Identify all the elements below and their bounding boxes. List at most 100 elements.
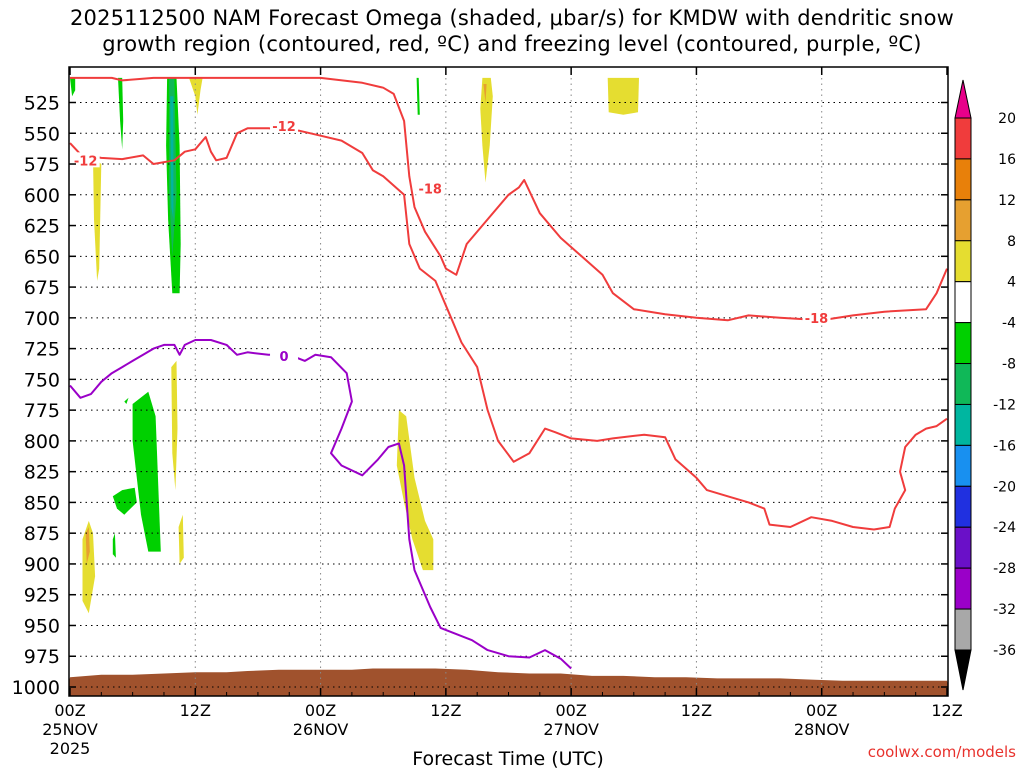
contour-label-bg <box>270 117 299 133</box>
colorbar: 20 16 12 8 4 -4 -8 -12 -16 -20 -24 -28 -32 -36 <box>954 79 1016 691</box>
colorbar-label: -36 <box>993 643 1016 659</box>
chart-title-line2: growth region (contoured, red, ºC) and f… <box>102 32 922 56</box>
omega-region-6 <box>112 533 116 558</box>
omega-region-11 <box>170 96 174 220</box>
colorbar-label: -20 <box>993 479 1016 495</box>
omega-region-17 <box>480 77 493 183</box>
contour-label-dgz_minus18: -18 <box>805 312 829 327</box>
colorbar-swatch <box>954 485 972 528</box>
contour-label-bg <box>270 347 299 363</box>
omega-region-2 <box>93 157 102 281</box>
omega-region-7 <box>171 360 178 491</box>
colorbar-swatch <box>954 240 972 283</box>
contour-layer <box>69 76 948 670</box>
y-tick-label: 875 <box>24 523 60 545</box>
contour-label-bg <box>416 180 445 196</box>
y-tick-label: 750 <box>24 369 60 391</box>
colorbar-label: -32 <box>993 602 1016 618</box>
x-tick-label-l2: 26NOV <box>293 720 349 739</box>
colorbar-label: -12 <box>993 397 1016 413</box>
colorbar-swatch <box>954 117 972 160</box>
colorbar-label: 12 <box>998 193 1016 209</box>
y-tick-label: 550 <box>24 123 60 145</box>
y-axis: 525 550 575 600 625 650 675 700 725 750 775 800 825 8… <box>12 93 948 699</box>
colorbar-swatch <box>954 199 972 242</box>
contour-freezing_level_0 <box>69 339 572 670</box>
x-tick-label-l1: 00Z <box>305 701 336 720</box>
omega-region-0 <box>82 520 96 614</box>
x-tick-label-l1: 00Z <box>54 701 85 720</box>
x-tick-label-l1: 00Z <box>806 701 837 720</box>
y-tick-label: 950 <box>24 615 60 637</box>
contour-dgz_minus12_upper <box>69 127 948 531</box>
colorbar-swatch <box>954 526 972 569</box>
y-tick-label: 600 <box>24 185 60 207</box>
omega-region-13 <box>70 77 76 97</box>
x-tick-label-l2: 28NOV <box>794 720 850 739</box>
colorbar-label: -4 <box>1002 316 1016 332</box>
colorbar-swatch <box>954 158 972 201</box>
x-tick-label-l2: 25NOV <box>42 720 98 739</box>
contour-label-bg <box>802 309 831 325</box>
y-tick-label: 675 <box>24 277 60 299</box>
terrain-ground <box>69 668 948 696</box>
omega-region-15 <box>396 410 434 571</box>
omega-region-3 <box>112 487 137 515</box>
y-tick-label: 525 <box>24 93 60 115</box>
colorbar-label: -16 <box>993 438 1016 454</box>
y-tick-label: 775 <box>24 400 60 422</box>
colorbar-label: -24 <box>993 520 1016 536</box>
colorbar-swatch <box>954 281 972 324</box>
colorbar-bottom-extend <box>954 649 972 691</box>
y-tick-label: 575 <box>24 154 60 176</box>
y-tick-label: 700 <box>24 308 60 330</box>
plot-frame <box>68 66 949 697</box>
x-tick-label-l2: 27NOV <box>543 720 599 739</box>
credit-link[interactable]: coolwx.com/models <box>867 743 1016 761</box>
colorbar-label: 8 <box>1007 234 1016 250</box>
omega-region-14 <box>189 77 203 115</box>
contour-label-dgz_minus12_upper: -12 <box>74 154 98 169</box>
x-tick-label-l1: 12Z <box>931 701 962 720</box>
y-tick-label: 825 <box>24 462 60 484</box>
contour-label-bg <box>71 152 100 168</box>
colorbar-label: -8 <box>1002 357 1016 373</box>
y-tick-label: 725 <box>24 339 60 361</box>
colorbar-top-extend <box>954 79 972 119</box>
colorbar-swatch <box>954 567 972 610</box>
colorbar-label: 20 <box>998 111 1016 127</box>
contour-label-freezing_level_0: 0 <box>280 350 289 365</box>
omega-region-18 <box>483 84 487 103</box>
colorbar-label: 4 <box>1007 275 1016 291</box>
colorbar-swatch <box>954 608 972 651</box>
y-tick-label: 925 <box>24 585 60 607</box>
omega-region-8 <box>178 514 184 564</box>
y-tick-label: 800 <box>24 431 60 453</box>
colorbar-swatch <box>954 444 972 487</box>
x-tick-label-l1: 12Z <box>430 701 461 720</box>
colorbar-swatch <box>954 363 972 405</box>
contour-label-dgz_minus18: -18 <box>418 183 442 198</box>
y-tick-label: 850 <box>24 492 60 514</box>
omega-region-19 <box>607 77 639 115</box>
contour-label-layer: -12 -12 -18 -18 0 <box>71 117 831 365</box>
y-tick-label: 650 <box>24 246 60 268</box>
grid-layer <box>69 67 948 696</box>
y-tick-label: 900 <box>24 554 60 576</box>
y-tick-label: 1000 <box>12 677 60 699</box>
colorbar-label: -28 <box>993 561 1016 577</box>
contour-dgz_minus18 <box>70 76 948 322</box>
omega-region-16 <box>416 77 420 115</box>
colorbar-swatch <box>954 403 972 446</box>
colorbar-swatch <box>954 322 972 365</box>
omega-region-12 <box>118 77 124 150</box>
chart-title-line1: 2025112500 NAM Forecast Omega (shaded, μ… <box>70 6 954 30</box>
omega-region-1 <box>85 527 90 564</box>
x-tick-label-l3: 2025 <box>50 739 91 758</box>
y-tick-label: 975 <box>24 646 60 668</box>
x-tick-label-l1: 00Z <box>555 701 586 720</box>
colorbar-label: 16 <box>998 152 1016 168</box>
